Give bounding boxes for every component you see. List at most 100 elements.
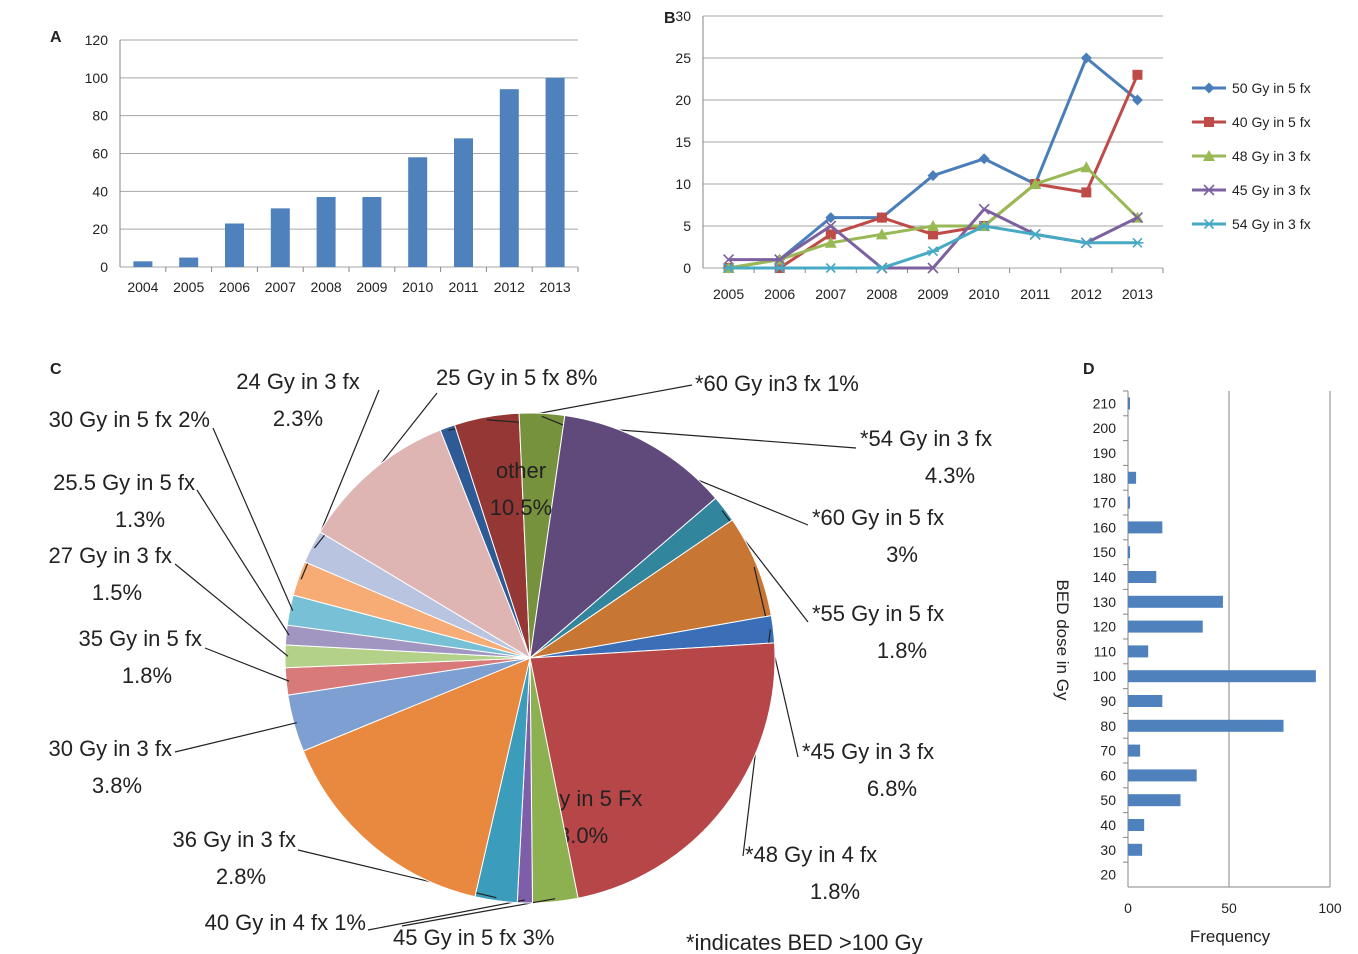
pie-callout-label: 40 Gy in 4 fx 1% (205, 910, 366, 935)
bar (1128, 620, 1203, 633)
marker-x (774, 254, 786, 266)
pie-callout-label: 24 Gy in 3 fx (236, 369, 360, 394)
marker-triangle (875, 228, 888, 240)
y-tick-label: 10 (675, 176, 691, 192)
x-tick-label: 2006 (764, 286, 795, 302)
marker-star (978, 220, 991, 232)
y-tick-label: 120 (1093, 619, 1117, 635)
panel-a-letter: A (50, 29, 62, 46)
y-tick-label: 140 (1093, 569, 1117, 585)
leader-line (174, 722, 297, 753)
y-tick-label: 70 (1100, 743, 1116, 759)
pie-callout-percent: 4.3% (925, 463, 975, 488)
pie-callout-label: 45 Gy in 5 fx 3% (393, 925, 554, 950)
marker-star (1080, 237, 1093, 248)
bar (1128, 595, 1223, 608)
y-tick-label: 130 (1093, 594, 1117, 610)
bar (1128, 546, 1131, 559)
pie-callout-percent: 1.5% (92, 580, 142, 605)
pie-callout-label: *45 Gy in 3 fx (802, 739, 934, 764)
pie-callout-label: 25 Gy in 5 fx 8% (436, 365, 597, 390)
marker-diamond (978, 153, 990, 165)
x-tick-label: 2010 (402, 279, 433, 295)
leader-line (753, 566, 799, 758)
marker-star (927, 246, 939, 257)
bar (1128, 521, 1163, 534)
pie-callout-percent: 6.8% (867, 776, 917, 801)
marker-diamond (825, 212, 837, 224)
pie-slice-label: other (496, 458, 546, 483)
legend-label: 50 Gy in 5 fx (1232, 80, 1311, 96)
panel-c-pie-chart: *60 Gy in3 fx 1% *54 Gy in 3 fx 4.3% *60 Gy… (48, 365, 992, 950)
x-axis-title: Frequency (1190, 927, 1271, 946)
pie-callout-label: 35 Gy in 5 fx (78, 626, 202, 651)
pie-callout-label: *60 Gy in3 fx 1% (695, 371, 859, 396)
x-tick-label: 2013 (1122, 286, 1153, 302)
pie-callout-percent: 1.8% (810, 879, 860, 904)
y-tick-label: 110 (1094, 643, 1117, 659)
marker-x (927, 262, 939, 274)
series-star (722, 220, 1144, 274)
marker-triangle (1203, 150, 1215, 161)
y-tick-label: 210 (1093, 395, 1117, 411)
bar (454, 138, 473, 267)
y-tick-label: 60 (1100, 767, 1116, 783)
pie-callout-label: 30 Gy in 3 fx (48, 736, 172, 761)
bar (270, 208, 290, 267)
pie-slice (529, 414, 717, 660)
bar (362, 197, 382, 267)
y-tick-label: 200 (1093, 420, 1117, 436)
x-tick-label: 2006 (219, 279, 250, 295)
bar (316, 197, 336, 267)
marker-x (978, 203, 990, 215)
marker-star (773, 262, 786, 274)
pie-callout-percent: 1.8% (877, 638, 927, 663)
marker-star (1131, 237, 1144, 248)
leader-line (196, 489, 290, 636)
marker-x (1203, 184, 1215, 196)
y-tick-label: 170 (1093, 495, 1117, 511)
marker-square (1204, 117, 1214, 127)
marker-triangle (824, 236, 837, 248)
legend-label: 54 Gy in 3 fx (1232, 216, 1311, 232)
pie-callout-percent: 2.8% (216, 864, 266, 889)
marker-x (1131, 212, 1144, 224)
marker-star (722, 262, 735, 274)
x-tick-label: 2009 (917, 286, 948, 302)
x-tick-label: 2009 (356, 279, 387, 295)
x-tick-label: 100 (1318, 900, 1342, 916)
bar (408, 157, 428, 267)
y-tick-label: 60 (92, 146, 108, 162)
panel-b-line-chart: 0 5 10 15 20 25 30 2005 2006 2007 2008 2009 2010 2011… (675, 8, 1310, 302)
bar (1128, 471, 1137, 484)
x-tick-label: 2007 (265, 279, 296, 295)
marker-star (875, 262, 888, 274)
y-tick-label: 0 (100, 259, 108, 275)
bar (1128, 397, 1131, 410)
pie-callout-label: *55 Gy in 5 fx (812, 601, 944, 626)
y-tick-label: 40 (92, 183, 108, 199)
y-tick-label: 160 (1093, 519, 1117, 535)
y-tick-label: 30 (1100, 842, 1116, 858)
y-tick-label: 30 (675, 8, 691, 24)
bar (1128, 719, 1284, 732)
marker-star (1029, 229, 1042, 240)
y-tick-label: 5 (683, 218, 691, 234)
bar (1128, 769, 1197, 782)
y-tick-label: 25 (675, 50, 691, 66)
x-tick-label: 0 (1124, 900, 1132, 916)
pie-callout-percent: 1.3% (115, 507, 165, 532)
y-tick-label: 40 (1100, 817, 1116, 833)
pie-callout-percent: 1.8% (122, 663, 172, 688)
leader-line (212, 427, 294, 611)
legend-label: 40 Gy in 5 fx (1232, 114, 1311, 130)
y-tick-label: 50 (1100, 792, 1116, 808)
pie-callout-percent: 2.3% (273, 406, 323, 431)
marker-star (824, 262, 837, 274)
pie-callout-label: 30 Gy in 5 fx 2% (49, 407, 210, 432)
bar (1128, 670, 1316, 683)
bar (1128, 496, 1131, 509)
y-tick-label: 80 (1100, 718, 1116, 734)
